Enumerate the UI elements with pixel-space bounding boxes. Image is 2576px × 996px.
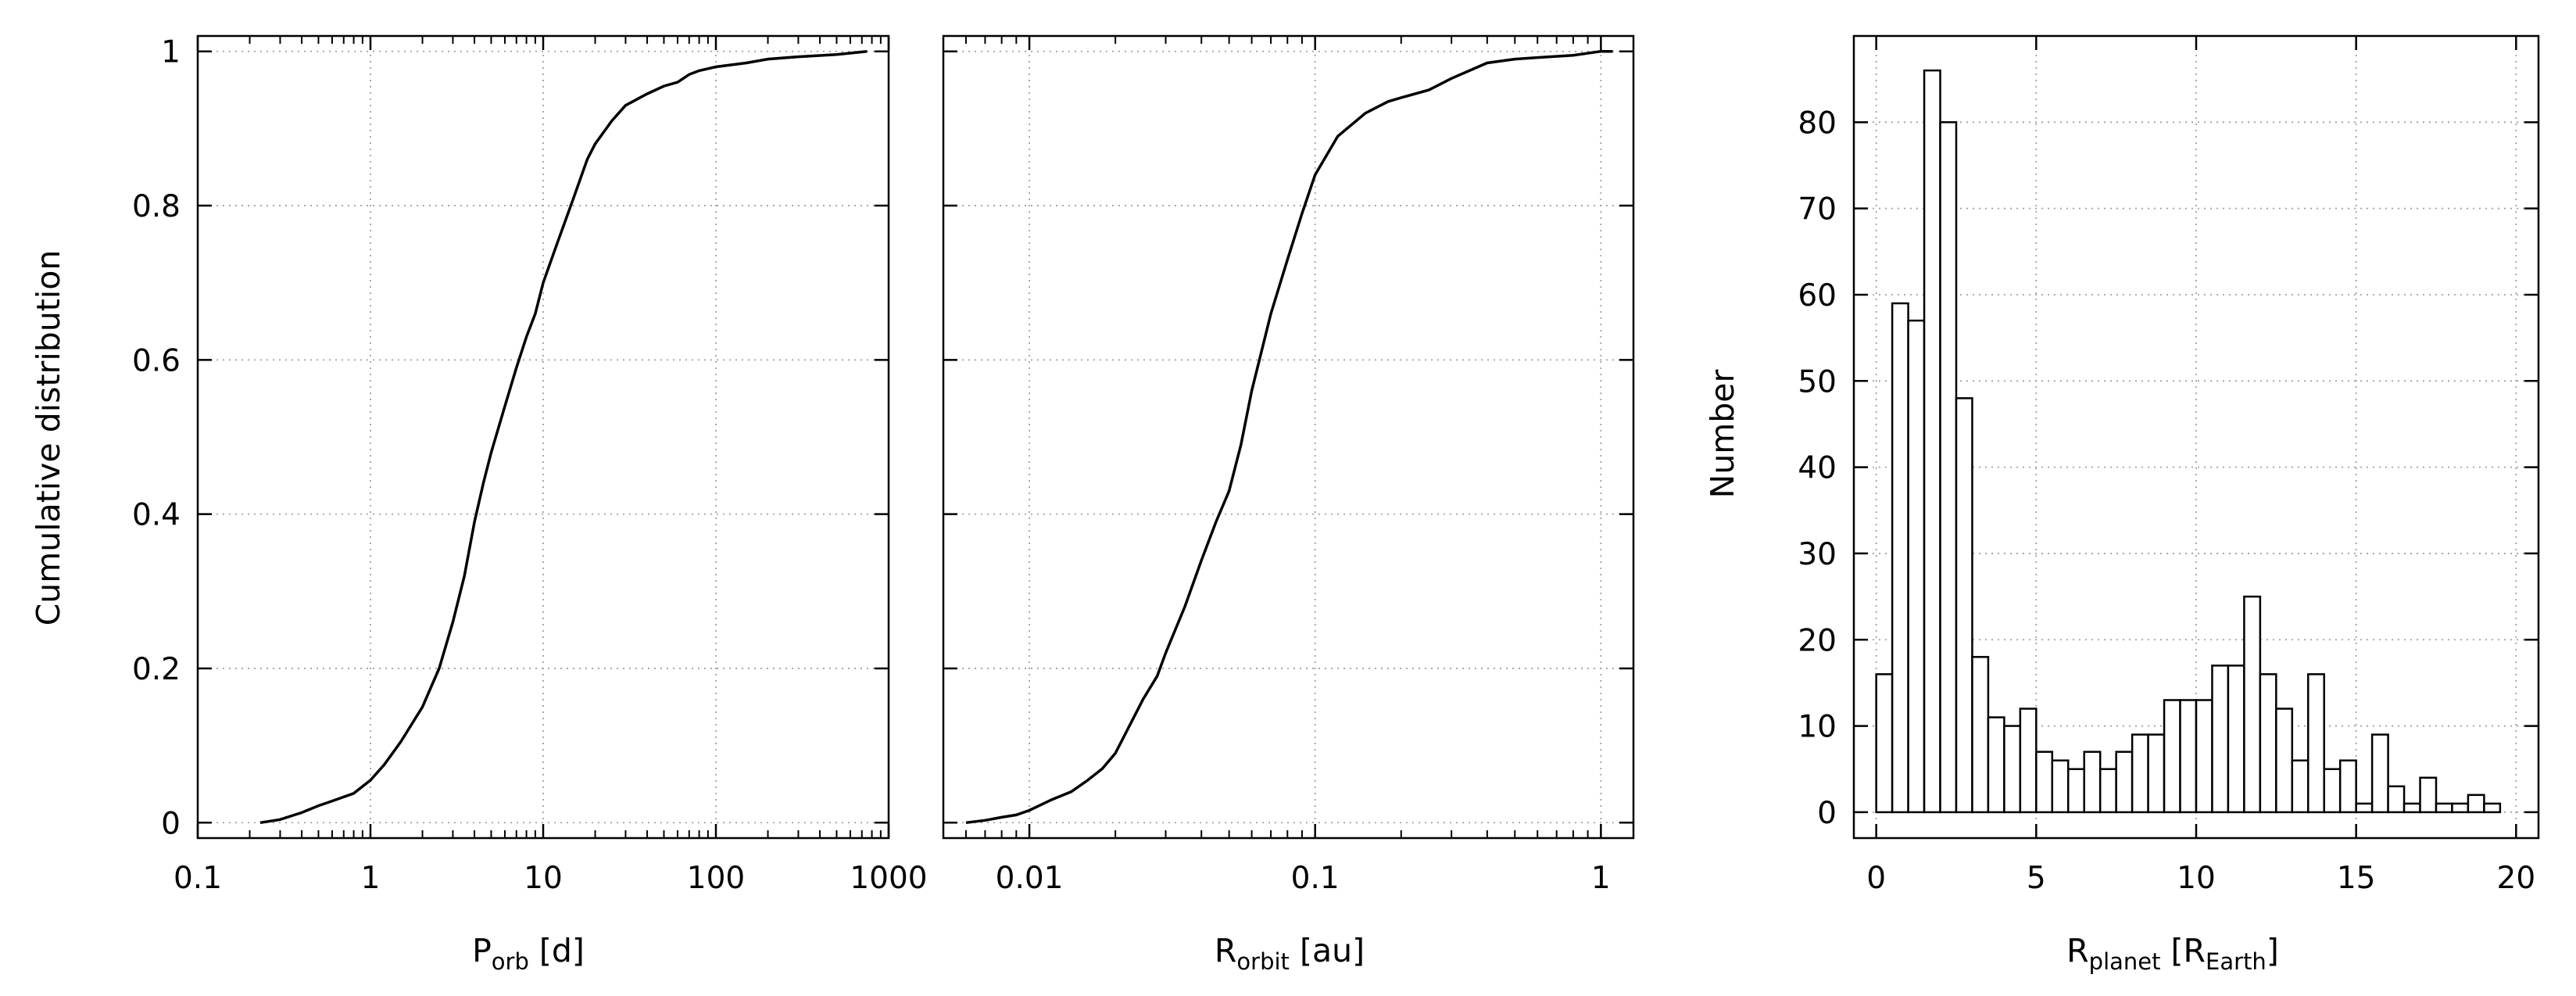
panel2-ticks <box>943 36 1633 838</box>
histogram-bar <box>1939 121 1958 814</box>
panel2-cdf-curve <box>965 49 1613 825</box>
histogram-bar <box>1875 673 1894 814</box>
histogram-bar <box>2019 708 2038 814</box>
panel1-x-axis-label: Porb [d] <box>472 932 585 975</box>
panel2-x-axis-label: Rorbit [au] <box>1215 932 1365 975</box>
histogram-bar <box>1955 397 1973 814</box>
x-tick-label: 1 <box>361 861 381 896</box>
panel-orbital-period-cdf: 0.1 1 10 100 1000 0 0.2 0.4 0.6 0.8 1 Porb [d] Cu… <box>30 35 928 975</box>
y-tick-label: 0.6 <box>132 343 181 378</box>
panel3-x-tick-labels: 0 5 10 15 20 <box>1866 861 2535 896</box>
histogram-bar <box>2195 699 2213 814</box>
y-tick-label: 60 <box>1798 278 1837 313</box>
histogram-bar <box>2483 802 2502 814</box>
x-tick-label: 0.01 <box>996 861 1064 896</box>
histogram-bar <box>2163 699 2181 814</box>
panel3-x-axis-label: Rplanet [REarth] <box>2066 932 2279 975</box>
y-tick-label: 70 <box>1798 192 1837 228</box>
x-tick-label: 1 <box>1591 861 1611 896</box>
panel3-y-tick-labels: 0 10 20 30 40 50 60 70 80 <box>1798 106 1837 831</box>
histogram-bar <box>1987 716 2005 814</box>
y-tick-label: 50 <box>1798 364 1837 399</box>
panel-orbital-radius-cdf: 0.01 0.1 1 Rorbit [au] <box>942 34 1635 975</box>
panel1-x-tick-labels: 0.1 1 10 100 1000 <box>174 861 928 896</box>
panel1-grid <box>197 36 889 838</box>
y-tick-label: 30 <box>1798 537 1837 572</box>
x-tick-label: 1000 <box>850 861 927 896</box>
y-tick-label: 0 <box>1817 796 1837 831</box>
x-tick-label: 0 <box>1866 861 1886 896</box>
panel3-bars <box>1875 69 2502 814</box>
histogram-bar <box>1907 319 1926 814</box>
x-tick-label: 0.1 <box>174 861 222 896</box>
histogram-bar <box>2083 751 2102 814</box>
y-tick-label: 0.2 <box>132 652 181 687</box>
y-tick-label: 80 <box>1798 106 1837 141</box>
histogram-bar <box>2370 733 2389 814</box>
panel3-ticks <box>1854 36 2538 838</box>
histogram-bar <box>1923 69 1941 814</box>
x-tick-label: 20 <box>2497 861 2536 896</box>
x-tick-label: 10 <box>2177 861 2216 896</box>
histogram-bar <box>2115 751 2134 814</box>
panel2-grid <box>943 36 1633 838</box>
histogram-bar <box>2131 733 2149 814</box>
histogram-bar <box>2227 665 2245 814</box>
y-tick-label: 0.4 <box>132 498 181 533</box>
panel-planet-radius-histogram: 0 5 10 15 20 0 10 20 30 40 50 60 70 80 Rplanet [REar… <box>1704 34 2540 975</box>
histogram-bar <box>2402 802 2421 814</box>
histogram-bar <box>2147 733 2166 814</box>
panel1-ticks <box>196 36 890 838</box>
histogram-bar <box>2211 665 2230 814</box>
histogram-bar <box>2259 673 2277 814</box>
x-tick-label: 5 <box>2027 861 2046 896</box>
x-tick-label: 15 <box>2337 861 2376 896</box>
panel1-y-axis-label: Cumulative distribution <box>30 250 67 626</box>
histogram-bar <box>2467 794 2485 814</box>
panel2-frame <box>942 34 1635 840</box>
y-tick-label: 1 <box>161 35 181 70</box>
y-tick-label: 0.8 <box>132 189 181 224</box>
histogram-bar <box>2291 759 2309 814</box>
panel2-x-tick-labels: 0.01 0.1 1 <box>996 861 1611 896</box>
x-tick-label: 0.1 <box>1291 861 1340 896</box>
histogram-bar <box>2355 802 2374 814</box>
histogram-bar <box>2275 708 2294 814</box>
panel1-cdf-curve <box>259 49 868 825</box>
histogram-bar <box>2003 725 2022 814</box>
histogram-bar <box>2035 751 2054 814</box>
histogram-bar <box>2243 595 2262 814</box>
x-tick-label: 100 <box>687 861 745 896</box>
histogram-bar <box>2419 776 2438 814</box>
histogram-bar <box>2307 673 2325 814</box>
y-tick-label: 0 <box>161 806 181 841</box>
histogram-bar <box>1971 656 1990 814</box>
histogram-bar <box>2451 802 2470 814</box>
x-tick-label: 10 <box>524 861 563 896</box>
histogram-bar <box>2435 802 2453 814</box>
histogram-bar <box>2098 768 2117 814</box>
histogram-bar <box>2387 785 2406 814</box>
histogram-bar <box>2179 699 2198 814</box>
y-tick-label: 20 <box>1798 623 1837 658</box>
y-tick-label: 40 <box>1798 451 1837 486</box>
panel1-y-tick-labels: 0 0.2 0.4 0.6 0.8 1 <box>132 35 181 842</box>
histogram-bar <box>1891 302 1909 814</box>
histogram-bar <box>2323 768 2342 814</box>
histogram-bar <box>2051 759 2070 814</box>
panel3-y-axis-label: Number <box>1704 370 1741 499</box>
histogram-bar <box>2338 759 2357 814</box>
y-tick-label: 10 <box>1798 710 1837 745</box>
histogram-bar <box>2067 768 2085 814</box>
